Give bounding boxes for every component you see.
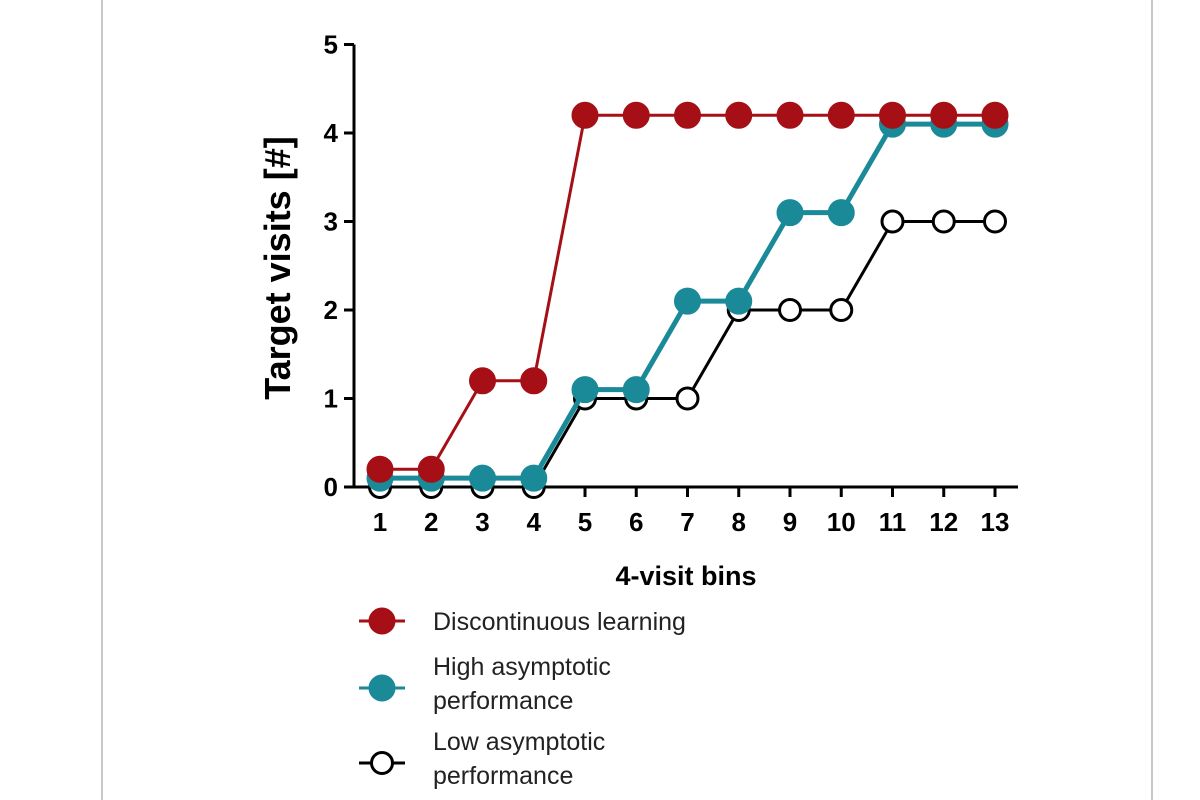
legend-label: Discontinuous learning — [433, 608, 686, 636]
series-2-point — [622, 376, 650, 404]
y-tick-label: 0 — [324, 472, 338, 502]
y-tick-label: 1 — [324, 384, 338, 414]
x-tick-label: 3 — [475, 507, 489, 537]
legend: Discontinuous learning High asymptotic per… — [359, 607, 686, 790]
series-layer — [366, 101, 1009, 499]
left-frame-border — [101, 0, 103, 800]
series-1-point — [366, 455, 394, 483]
x-tick-label: 5 — [578, 507, 592, 537]
x-axis-label: 4-visit bins — [615, 561, 756, 591]
series-2-point — [725, 287, 753, 315]
series-1-point — [725, 101, 753, 129]
y-axis-label: Target visits [#] — [257, 136, 298, 399]
series-1-point — [417, 455, 445, 483]
right-frame-border — [1151, 0, 1153, 800]
x-tick-label: 2 — [424, 507, 438, 537]
y-tick-label: 3 — [324, 207, 338, 237]
series-3-point — [675, 386, 700, 411]
y-tick-label: 4 — [324, 118, 339, 148]
series-2-point — [827, 199, 855, 227]
legend-label: Low asymptotic — [433, 728, 605, 756]
x-tick-label: 6 — [629, 507, 643, 537]
series-3-point — [983, 209, 1007, 234]
legend-marker-1 — [368, 607, 396, 635]
series-2-point — [520, 464, 548, 492]
series-2-point — [776, 199, 804, 227]
series-1-point — [776, 101, 804, 129]
y-tick-label: 2 — [324, 295, 338, 325]
legend-marker-3 — [370, 751, 394, 775]
series-3-point — [778, 298, 802, 322]
x-tick-label: 1 — [373, 507, 387, 537]
series-line-3 — [380, 220, 995, 489]
series-1-point — [981, 101, 1009, 129]
legend-label: High asymptotic — [433, 653, 611, 681]
x-tick-label: 8 — [732, 507, 746, 537]
y-tick-label: 5 — [324, 30, 338, 60]
series-1-point — [622, 101, 650, 129]
x-tick-label: 4 — [527, 507, 542, 537]
legend-label: performance — [433, 762, 573, 790]
series-3-point — [829, 298, 854, 322]
series-1-point — [674, 101, 701, 129]
x-tick-label: 9 — [783, 507, 797, 537]
series-1-point — [930, 101, 958, 129]
series-1-point — [827, 101, 855, 129]
series-1-point — [571, 101, 599, 129]
x-tick-label: 7 — [680, 507, 694, 537]
legend-marker-2 — [368, 674, 396, 702]
legend-label: performance — [433, 687, 573, 715]
series-2-point — [469, 464, 496, 492]
x-tick-label: 10 — [827, 507, 856, 537]
series-1-point — [879, 101, 906, 129]
series-3-point — [931, 209, 956, 234]
series-1-point — [469, 367, 496, 395]
series-3-point — [880, 209, 905, 234]
x-tick-label: 11 — [879, 507, 907, 537]
series-2-point — [571, 376, 599, 404]
series-1-point — [520, 367, 548, 395]
x-tick-label: 12 — [929, 507, 958, 537]
x-tick-label: 13 — [981, 507, 1010, 537]
series-2-point — [674, 287, 701, 315]
